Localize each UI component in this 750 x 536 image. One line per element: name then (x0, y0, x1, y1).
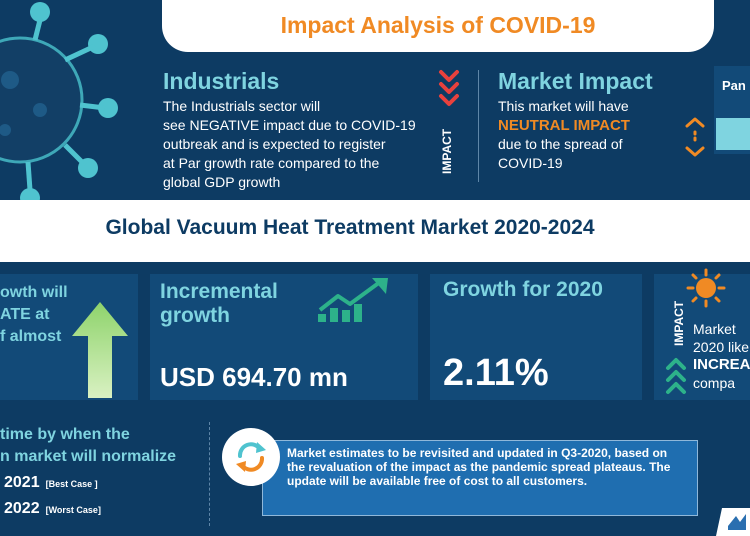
market-2020-line: compa (693, 375, 736, 391)
growth-2020-label: Growth for 2020 (443, 278, 603, 301)
best-case-tag: [Best Case ] (45, 479, 98, 489)
market-2020-line: 2020 like (693, 339, 750, 355)
neutral-impact-label: NEUTRAL IMPACT (498, 117, 630, 134)
impact-label: IMPACT (440, 128, 454, 174)
market-impact-line: COVID-19 (498, 155, 563, 171)
report-title: Global Vacuum Heat Treatment Market 2020… (105, 216, 595, 239)
worst-case: 2022 [Worst Case] (4, 500, 101, 518)
market-impact-line: due to the spread of (498, 136, 623, 152)
impact-vertical-label: IMPACT (440, 128, 454, 174)
incremental-label-line: growth (160, 304, 230, 327)
worst-case-year: 2022 (4, 500, 40, 517)
divider (478, 70, 479, 182)
market-impact-description: This market will have NEUTRAL IMPACT due… (498, 97, 658, 173)
logo-icon (716, 508, 750, 536)
worst-case-tag: [Worst Case] (45, 505, 101, 515)
normalize-heading: time by when the n market will normalize (0, 424, 176, 468)
report-title-band (0, 200, 750, 262)
industrials-line: outbreak and is expected to register (163, 136, 386, 152)
chevron-down-icon (439, 70, 459, 106)
growth-card-line: f almost (0, 328, 62, 345)
industrials-line: global GDP growth (163, 174, 281, 190)
market-2020-line: Market (693, 321, 736, 337)
industrials-heading: Industrials (163, 68, 280, 94)
up-arrow-icon (72, 302, 128, 398)
industrials-description: The Industrials sector will see NEGATIVE… (163, 97, 433, 192)
normalize-line: time by when the (0, 426, 130, 443)
normalize-line: n market will normalize (0, 448, 177, 465)
update-note-box (262, 440, 698, 516)
pandemic-indicator (716, 118, 750, 150)
impact-vertical-label: IMPACT (672, 300, 686, 346)
industrials-line: The Industrials sector will (163, 98, 321, 114)
industrials-line: at Par growth rate compared to the (163, 155, 380, 171)
growth-2020-value: 2.11% (443, 352, 549, 394)
sun-icon (686, 268, 726, 308)
incremental-growth-card (150, 274, 418, 400)
virus-icon (0, 2, 118, 208)
increase-label: INCREA (693, 356, 750, 373)
note-icon-circle (222, 428, 280, 486)
divider (209, 422, 211, 526)
refresh-icon (236, 442, 266, 472)
pandemic-label: Pan (722, 78, 746, 93)
growth-2020-card (430, 274, 642, 400)
market-impact-heading: Market Impact (498, 68, 653, 94)
incremental-growth-label: Incremental growth (160, 280, 278, 328)
growth-card (0, 274, 138, 400)
industrials-line: see NEGATIVE impact due to COVID-19 (163, 117, 416, 133)
impact-label: IMPACT (672, 300, 686, 346)
chevron-up-icon (666, 358, 686, 394)
market-2020-text: Market 2020 like INCREA compa (693, 320, 750, 392)
update-note-text: Market estimates to be revisited and upd… (287, 446, 671, 488)
page-title: Impact Analysis of COVID-19 (280, 12, 596, 38)
incremental-growth-value: USD 694.70 mn (160, 362, 348, 392)
trend-up-icon (318, 278, 388, 322)
best-case: 2021 [Best Case ] (4, 474, 98, 492)
growth-card-text: owth will ATE at f almost (0, 282, 68, 348)
market-impact-line: This market will have (498, 98, 629, 114)
incremental-label-line: Incremental (160, 280, 278, 303)
growth-card-line: ATE at (0, 306, 50, 323)
up-down-arrows-icon (685, 117, 705, 157)
growth-card-line: owth will (0, 284, 68, 301)
best-case-year: 2021 (4, 474, 40, 491)
title-banner (162, 0, 714, 52)
